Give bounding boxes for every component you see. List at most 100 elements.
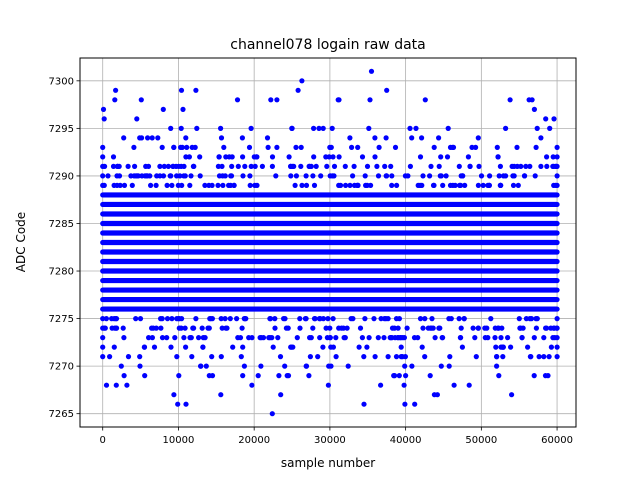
data-point: [430, 182, 437, 188]
data-point: [282, 316, 288, 322]
data-point: [113, 382, 119, 388]
data-point: [249, 382, 255, 388]
data-point: [178, 325, 184, 331]
data-point: [188, 173, 194, 179]
data-point: [298, 163, 304, 169]
data-point: [409, 363, 415, 369]
data-point: [269, 411, 275, 417]
data-point: [459, 344, 465, 350]
data-point: [554, 154, 560, 160]
data-point: [384, 173, 390, 179]
data-point: [523, 316, 530, 322]
data-point: [488, 316, 494, 322]
data-point: [375, 335, 381, 341]
data-point: [389, 173, 395, 179]
data-point: [376, 144, 382, 150]
data-point: [534, 125, 540, 131]
data-point: [345, 363, 351, 369]
data-point: [170, 163, 176, 169]
data-point: [398, 344, 404, 350]
data-point: [252, 163, 258, 169]
data-point: [528, 354, 534, 360]
data-point: [254, 182, 260, 188]
data-point: [100, 106, 107, 112]
data-point: [148, 182, 154, 188]
data-point: [476, 163, 482, 169]
data-point: [292, 182, 298, 188]
data-point: [494, 144, 500, 150]
data-point: [100, 144, 106, 150]
data-point: [533, 144, 539, 150]
data-point: [121, 135, 127, 141]
data-point: [134, 173, 140, 179]
data-point: [532, 173, 538, 179]
data-point: [306, 163, 312, 169]
data-point: [355, 144, 361, 150]
data-point: [288, 344, 294, 350]
data-point: [503, 125, 509, 131]
data-point: [431, 144, 437, 150]
data-point: [372, 354, 378, 360]
data-point: [437, 173, 443, 179]
x-tick-label: 10000: [163, 435, 195, 446]
data-point: [551, 116, 557, 122]
data-point: [183, 401, 189, 407]
data-point: [494, 363, 500, 369]
data-point: [403, 373, 409, 379]
data-point: [366, 125, 372, 131]
data-point: [188, 335, 194, 341]
data-point: [299, 182, 305, 188]
data-point: [361, 354, 367, 360]
data-point: [200, 344, 206, 350]
data-point: [538, 135, 544, 141]
data-point: [428, 163, 434, 169]
data-point: [516, 316, 522, 322]
data-point: [349, 144, 355, 150]
data-point: [387, 335, 393, 341]
data-point: [171, 144, 177, 150]
data-point: [497, 163, 503, 169]
data-point: [159, 316, 165, 322]
data-point: [298, 144, 304, 150]
data-point: [525, 344, 531, 350]
data-point: [175, 182, 181, 188]
data-point: [103, 316, 109, 322]
data-point: [164, 182, 170, 188]
x-tick-label: 50000: [465, 435, 497, 446]
data-point: [318, 173, 324, 179]
data-point: [114, 173, 120, 179]
data-point: [351, 163, 357, 169]
data-point: [132, 163, 138, 169]
data-point: [407, 163, 413, 169]
data-point: [143, 173, 149, 179]
data-point: [325, 382, 331, 388]
data-point: [100, 154, 106, 160]
data-point: [440, 335, 446, 341]
data-point: [519, 335, 525, 341]
data-point: [175, 401, 181, 407]
data-point: [238, 354, 244, 360]
data-point: [137, 354, 143, 360]
data-point: [531, 106, 538, 112]
data-point: [285, 373, 292, 379]
data-point: [193, 316, 199, 322]
data-point: [264, 135, 271, 141]
data-point: [221, 144, 227, 150]
data-point: [531, 335, 537, 341]
data-point: [269, 154, 276, 160]
data-point: [105, 173, 111, 179]
data-point: [395, 335, 401, 341]
data-point: [323, 325, 329, 331]
data-point: [248, 163, 254, 169]
data-point: [362, 316, 368, 322]
data-point: [194, 125, 200, 131]
data-point: [222, 316, 228, 322]
data-point: [161, 163, 167, 169]
data-point: [254, 154, 260, 160]
data-point: [357, 325, 364, 331]
data-point: [303, 363, 309, 369]
data-point: [467, 163, 473, 169]
data-point: [440, 182, 446, 188]
data-point: [343, 182, 349, 188]
